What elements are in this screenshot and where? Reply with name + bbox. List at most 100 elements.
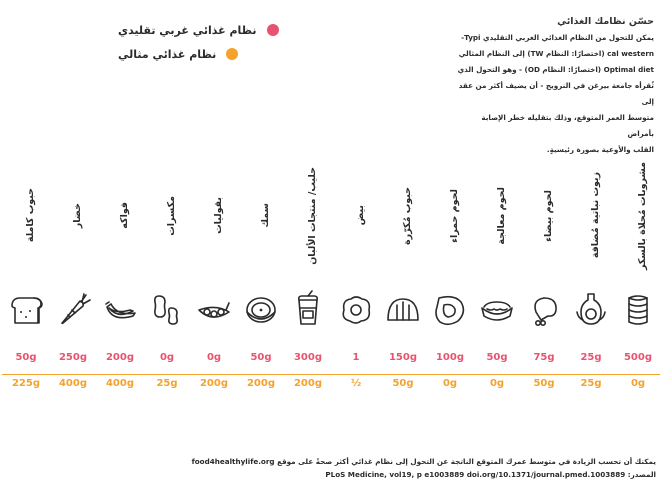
food-name-label: فواكه <box>119 202 130 229</box>
footer-note: يمكنك أن تحسب الزيادة في متوسط عمرك المت… <box>191 457 656 466</box>
footer-source: المصدر: PLoS Medicine, vol19, p e1003889… <box>325 470 656 479</box>
traditional-amount: 500g <box>623 352 653 363</box>
food-name: فواكه <box>108 163 130 268</box>
peapod-icon <box>194 290 234 330</box>
optimal-amount: 200g <box>293 378 323 389</box>
intro-line: القلب والأوعية بصورة رئيسيةٍ. <box>546 145 654 154</box>
food-name-label: مشروبات مُحلاة بالسكر <box>637 161 648 270</box>
milk-cup-icon <box>288 290 328 330</box>
food-name: زيوت نباتية مُضافة <box>579 163 601 268</box>
intro-line: cal western (اختصارًا: النظام TW) إلى ال… <box>458 49 654 58</box>
food-name: لحوم معالجة <box>485 163 507 268</box>
intro-line: ثُقرأه جامعة بيرغن في النرويج - أن يضيف … <box>458 81 654 106</box>
steak-icon <box>430 290 470 330</box>
optimal-amount: 225g <box>11 378 41 389</box>
intro-block: حسّن نظامك الغذائي يمكن للتحول من النظام… <box>454 16 654 158</box>
footer: يمكنك أن تحسب الزيادة في متوسط عمرك المت… <box>96 455 656 481</box>
food-name-label: مكسرات <box>166 195 177 236</box>
optimal-amount: ½ <box>350 378 362 389</box>
traditional-amount: 250g <box>58 352 88 363</box>
food-column: لحوم بيضاء 75g 50g <box>520 150 568 400</box>
intro-line: متوسط العمر المتوقع، وذلك بتقليله خطر ال… <box>481 113 654 138</box>
food-name: مكسرات <box>155 163 177 268</box>
optimal-amount: 200g <box>246 378 276 389</box>
traditional-amount: 300g <box>293 352 323 363</box>
food-name: حبوب كاملة <box>14 163 36 268</box>
food-column: لحوم حمراء 100g 0g <box>426 150 474 400</box>
optimal-amount: 25g <box>580 378 602 389</box>
banana-icon <box>100 290 140 330</box>
hotdog-icon <box>477 290 517 330</box>
traditional-amount: 50g <box>250 352 272 363</box>
food-column: حبوب كاملة 50g 225g <box>2 150 50 400</box>
legend: نظام غذائي غربي تقليدي نظام غذائي مثالي <box>118 18 279 66</box>
food-columns: حبوب كاملة 50g 225g خضار 250g 400g فواكه 200g 40… <box>2 150 662 400</box>
traditional-dot-icon <box>266 24 279 36</box>
traditional-amount: 50g <box>15 352 37 363</box>
intro-title: حسّن نظامك الغذائي <box>557 16 654 27</box>
carrot-icon <box>53 290 93 330</box>
traditional-amount: 75g <box>533 352 555 363</box>
food-name: حبوب مُكرّرة <box>391 163 413 268</box>
optimal-amount: 200g <box>199 378 229 389</box>
optimal-amount: 0g <box>489 378 505 389</box>
legend-traditional-label: نظام غذائي غربي تقليدي <box>118 23 257 37</box>
food-name: لحوم بيضاء <box>532 163 554 268</box>
traditional-amount: 50g <box>486 352 508 363</box>
food-name: مشروبات مُحلاة بالسكر <box>626 161 648 270</box>
food-name: بيض <box>344 163 366 268</box>
intro-line: يمكن للتحول من النظام الغذائي الغربي الت… <box>461 33 654 42</box>
food-column: مكسرات 0g 25g <box>143 150 191 400</box>
soda-can-icon <box>618 290 658 330</box>
food-column: لحوم معالجة 50g 0g <box>473 150 521 400</box>
food-column: بيض 1 ½ <box>332 150 380 400</box>
traditional-amount: 0g <box>206 352 222 363</box>
legend-optimal: نظام غذائي مثالي <box>118 42 239 66</box>
optimal-amount: 50g <box>392 378 414 389</box>
refined-bread-icon <box>383 290 423 330</box>
traditional-amount: 25g <box>580 352 602 363</box>
food-name-label: بقوليات <box>213 197 224 234</box>
food-name: حليب/ منتجات الألبان <box>296 163 318 268</box>
optimal-amount: 0g <box>630 378 646 389</box>
food-name: لحوم حمراء <box>438 163 460 268</box>
food-name-label: لحوم معالجة <box>496 186 507 245</box>
food-column: حبوب مُكرّرة 150g 50g <box>379 150 427 400</box>
legend-traditional: نظام غذائي غربي تقليدي <box>118 18 279 42</box>
row-divider <box>2 374 660 375</box>
optimal-amount: 400g <box>105 378 135 389</box>
food-column: حليب/ منتجات الألبان 300g 200g <box>284 150 332 400</box>
food-column: فواكه 200g 400g <box>96 150 144 400</box>
food-column: زيوت نباتية مُضافة 25g 25g <box>567 150 615 400</box>
food-name-label: زيوت نباتية مُضافة <box>590 172 601 259</box>
food-name-label: لحوم حمراء <box>449 188 460 243</box>
food-name-label: بيض <box>355 205 366 226</box>
fish-steak-icon <box>241 290 281 330</box>
food-name-label: حبوب كاملة <box>25 188 36 243</box>
drumstick-icon <box>524 290 564 330</box>
food-name: سمك <box>249 163 271 268</box>
bread-icon <box>6 290 46 330</box>
food-name: بقوليات <box>202 163 224 268</box>
traditional-amount: 150g <box>388 352 418 363</box>
optimal-amount: 25g <box>156 378 178 389</box>
food-name-label: لحوم بيضاء <box>543 189 554 242</box>
food-name: خضار <box>61 163 83 268</box>
food-name-label: حبوب مُكرّرة <box>402 186 413 245</box>
optimal-amount: 50g <box>533 378 555 389</box>
optimal-amount: 400g <box>58 378 88 389</box>
traditional-amount: 100g <box>435 352 465 363</box>
optimal-dot-icon <box>226 48 239 60</box>
food-column: خضار 250g 400g <box>49 150 97 400</box>
food-name-label: سمك <box>260 203 271 228</box>
optimal-amount: 0g <box>442 378 458 389</box>
traditional-amount: 200g <box>105 352 135 363</box>
intro-line: Optimal diet (اختصارًا: النظام OD) - وهو… <box>457 65 654 74</box>
intro-body: يمكن للتحول من النظام الغذائي الغربي الت… <box>454 30 654 158</box>
legend-optimal-label: نظام غذائي مثالي <box>118 47 217 61</box>
oil-bottle-icon <box>571 290 611 330</box>
food-column: مشروبات مُحلاة بالسكر 500g 0g <box>614 150 662 400</box>
traditional-amount: 0g <box>159 352 175 363</box>
food-name-label: حليب/ منتجات الألبان <box>307 166 318 265</box>
fried-egg-icon <box>336 290 376 330</box>
